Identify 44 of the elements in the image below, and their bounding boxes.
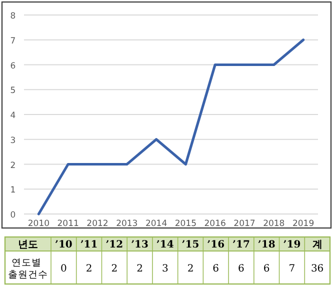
text: 계 xyxy=(312,240,322,250)
line-series xyxy=(37,38,305,216)
x-tick-label: 2013 xyxy=(116,219,138,229)
text: ’11 xyxy=(80,240,98,250)
text: 연도별 출원건수 xyxy=(8,258,48,280)
text: 2 xyxy=(86,264,92,274)
x-tick-label: 2016 xyxy=(204,219,226,229)
y-tick-label: 7 xyxy=(10,36,16,46)
text: ’19 xyxy=(283,240,301,250)
y-tick-label: 1 xyxy=(10,186,16,196)
text: 년도 xyxy=(18,240,38,250)
y-tick-label: 8 xyxy=(10,12,16,22)
x-tick-label: 2019 xyxy=(292,219,314,229)
x-tick-label: 2012 xyxy=(86,219,108,229)
text: 6 xyxy=(212,264,220,274)
y-tick-label: 5 xyxy=(10,86,16,96)
text: ’16 xyxy=(207,240,225,250)
x-tick-label: 2015 xyxy=(174,219,197,229)
text: ’12 xyxy=(106,240,124,250)
text: 3 xyxy=(162,264,168,274)
x-tick-label: 2017 xyxy=(234,219,256,229)
text: 2 xyxy=(136,264,143,274)
text: ’18 xyxy=(258,240,276,250)
x-tick-label: 2018 xyxy=(263,219,285,229)
text: 0 xyxy=(60,264,67,274)
x-tick-label: 2014 xyxy=(145,219,168,229)
x-tick-label: 2011 xyxy=(57,219,79,229)
text: ’15 xyxy=(182,240,200,250)
text: 7 xyxy=(288,264,296,274)
text: ’13 xyxy=(131,240,149,250)
text: 6 xyxy=(238,264,244,274)
y-tick-label: 2 xyxy=(10,160,16,171)
y-tick-label: 3 xyxy=(10,136,16,146)
text: 2 xyxy=(187,264,194,274)
text: ’17 xyxy=(232,240,250,250)
text: 36 xyxy=(310,264,324,274)
text: ’14 xyxy=(156,240,174,250)
text: 6 xyxy=(263,264,270,274)
y-tick-label: 6 xyxy=(10,61,16,72)
text: 2 xyxy=(111,264,118,274)
text: ’10 xyxy=(54,240,72,250)
y-tick-label: 0 xyxy=(10,210,16,220)
x-tick-label: 2010 xyxy=(28,219,50,229)
y-tick-label: 4 xyxy=(10,111,16,121)
